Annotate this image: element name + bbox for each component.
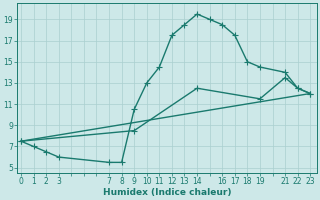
X-axis label: Humidex (Indice chaleur): Humidex (Indice chaleur) (103, 188, 231, 197)
